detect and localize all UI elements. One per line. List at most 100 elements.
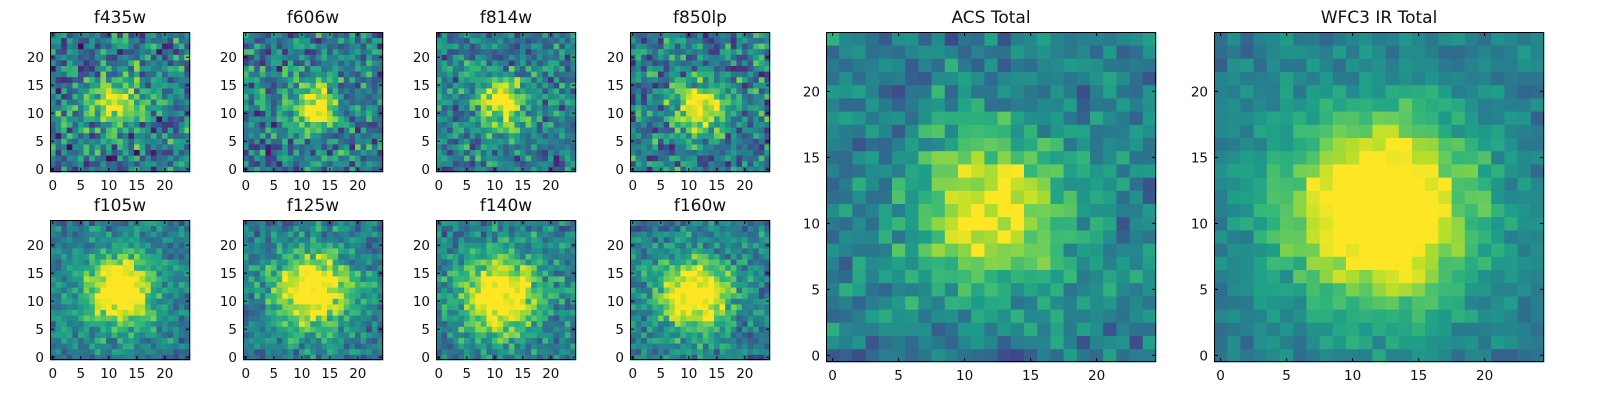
heatmap-cell: [89, 82, 96, 89]
heatmap-cell: [553, 149, 560, 156]
heatmap-cell: [548, 242, 554, 249]
heatmap-cell: [265, 242, 272, 249]
heatmap-cell: [447, 320, 454, 327]
heatmap-cell: [83, 54, 90, 61]
heatmap-cell: [542, 281, 549, 288]
heatmap-cell: [514, 99, 521, 106]
heatmap-cell: [525, 343, 532, 350]
heatmap-cell: [338, 354, 345, 361]
heatmap-cell: [452, 93, 459, 100]
heatmap-cell: [145, 259, 152, 266]
heatmap-cell: [100, 127, 107, 134]
heatmap-cell: [658, 276, 664, 282]
heatmap-cell: [747, 110, 754, 117]
heatmap-cell: [162, 104, 168, 111]
heatmap-cell: [646, 116, 653, 122]
heatmap-cell: [514, 82, 521, 89]
heatmap-cell: [669, 132, 676, 139]
heatmap-cell: [343, 343, 350, 350]
heatmap-cell: [641, 76, 648, 83]
heatmap-cell: [117, 248, 124, 254]
heatmap-cell: [304, 82, 311, 89]
heatmap-cell: [89, 292, 96, 299]
heatmap-cell: [730, 276, 737, 282]
heatmap-cell: [548, 337, 554, 344]
heatmap-cell: [349, 337, 356, 344]
heatmap-cell: [542, 315, 549, 322]
heatmap-cell: [243, 60, 249, 66]
heatmap-cell: [128, 71, 135, 78]
heatmap-cell: [377, 116, 384, 122]
heatmap-cell: [111, 127, 118, 134]
heatmap-cell: [669, 127, 676, 134]
heatmap-cell: [725, 127, 732, 134]
heatmap-cell: [492, 264, 498, 271]
heatmap-cell: [366, 259, 373, 266]
heatmap-cell: [100, 71, 107, 78]
heatmap-cell: [480, 138, 487, 145]
heatmap-cell: [134, 76, 140, 83]
heatmap-cell: [691, 37, 698, 44]
heatmap-cell: [520, 326, 526, 333]
heatmap-cell: [338, 155, 345, 162]
heatmap-cell: [736, 149, 743, 156]
heatmap-cell: [78, 337, 84, 344]
heatmap-cell: [243, 276, 249, 282]
heatmap-cell: [747, 281, 754, 288]
heatmap-cell: [520, 54, 526, 61]
heatmap-cell: [764, 88, 771, 94]
heatmap-cell: [525, 32, 532, 38]
heatmap-cell: [78, 248, 84, 254]
heatmap-cell: [355, 99, 361, 106]
heatmap-cell: [78, 287, 84, 294]
heatmap-cell: [327, 48, 333, 55]
heatmap-cell: [469, 104, 476, 111]
heatmap-cell: [742, 287, 748, 294]
heatmap-cell: [469, 298, 476, 305]
heatmap-cell: [100, 88, 107, 94]
heatmap-cell: [542, 248, 549, 254]
heatmap-cell: [674, 315, 681, 322]
heatmap-cell: [570, 99, 577, 106]
heatmap-cell: [464, 343, 470, 350]
heatmap-cell: [714, 43, 720, 50]
heatmap-cell: [730, 127, 737, 134]
heatmap-cell: [173, 343, 180, 350]
heatmap-cell: [514, 276, 521, 282]
heatmap-cell: [167, 160, 174, 167]
heatmap-cell: [243, 65, 249, 72]
heatmap-cell: [276, 320, 283, 327]
heatmap-cell: [536, 270, 543, 277]
heatmap-cell: [162, 37, 168, 44]
heatmap-cell: [173, 54, 180, 61]
heatmap-cell: [371, 60, 378, 66]
heatmap-cell: [758, 32, 765, 38]
heatmap-cell: [122, 337, 129, 344]
heatmap-cell: [635, 88, 642, 94]
heatmap-cell: [128, 60, 135, 66]
heatmap-cell: [173, 76, 180, 83]
heatmap-cell: [641, 144, 648, 150]
heatmap-cell: [377, 144, 384, 150]
heatmap-cell: [150, 71, 157, 78]
heatmap-cell: [327, 270, 333, 277]
heatmap-cell: [248, 276, 255, 282]
heatmap-cell: [508, 337, 515, 344]
heatmap-cell: [156, 304, 163, 310]
heatmap-cell: [536, 320, 543, 327]
heatmap-cell: [536, 337, 543, 344]
heatmap-cell: [663, 287, 670, 294]
heatmap-cell: [55, 144, 62, 150]
heatmap-cell: [764, 149, 771, 156]
heatmap-cell: [184, 315, 191, 322]
heatmap-cell: [714, 116, 720, 122]
heatmap-cell: [371, 354, 378, 361]
heatmap-cell: [83, 281, 90, 288]
heatmap-cell: [570, 292, 577, 299]
heatmap-cell: [271, 121, 277, 128]
heatmap-cell: [310, 320, 317, 327]
heatmap-cell: [360, 166, 367, 173]
heatmap-cell: [282, 149, 289, 156]
heatmap-cell: [747, 309, 754, 316]
heatmap-cell: [630, 160, 636, 167]
